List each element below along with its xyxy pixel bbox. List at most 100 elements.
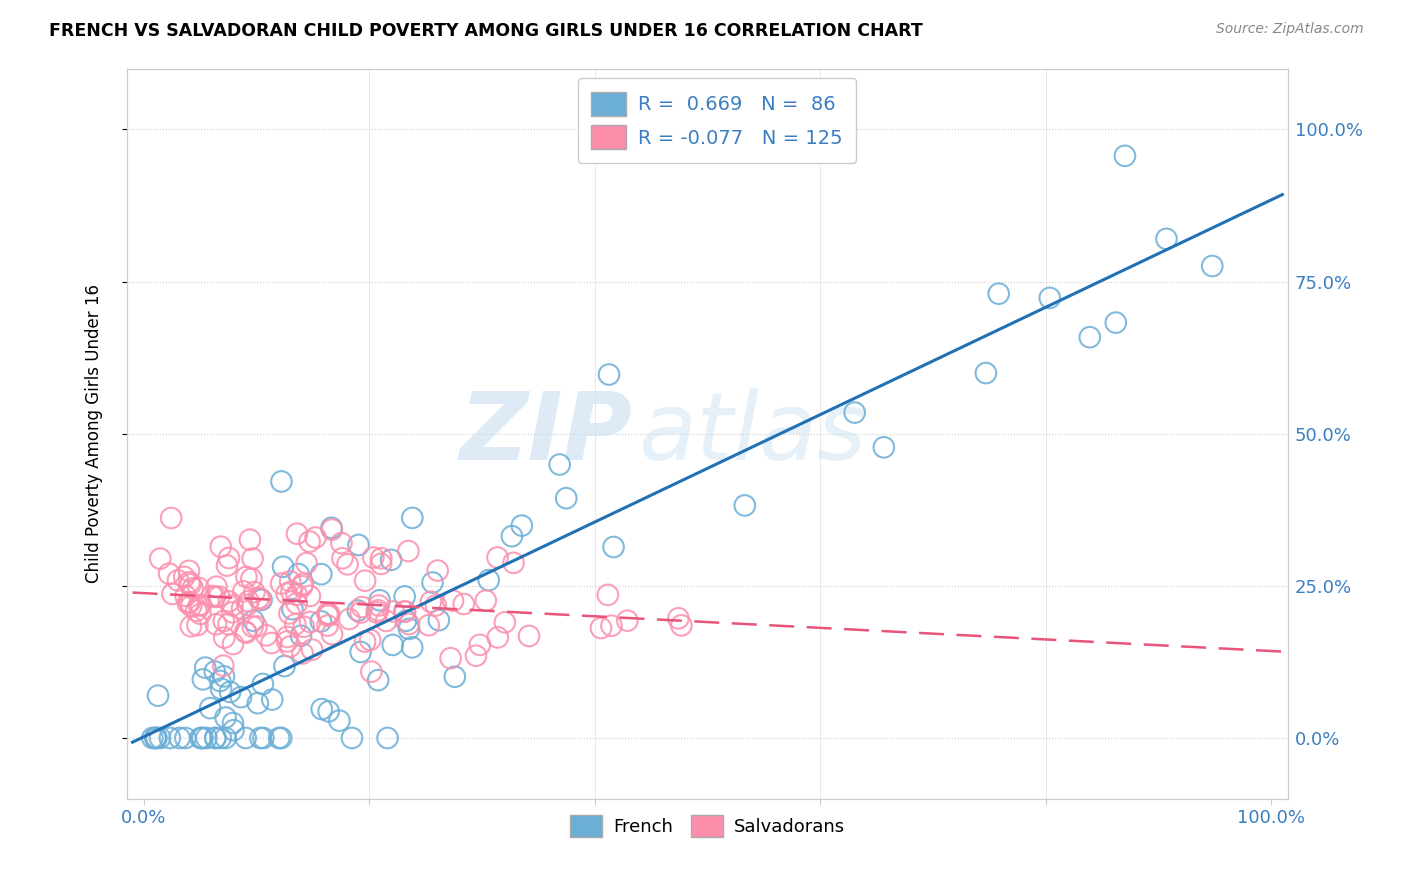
Point	[219, 685, 242, 699]
Point	[873, 440, 896, 454]
Point	[281, 602, 304, 616]
Point	[209, 731, 232, 745]
Point	[1039, 291, 1062, 305]
Point	[285, 597, 308, 611]
Point	[187, 599, 209, 613]
Point	[149, 551, 172, 566]
Point	[167, 574, 190, 588]
Y-axis label: Child Poverty Among Girls Under 16: Child Poverty Among Girls Under 16	[86, 285, 103, 583]
Point	[254, 628, 277, 642]
Point	[380, 553, 402, 567]
Point	[174, 589, 197, 603]
Point	[494, 615, 516, 630]
Point	[291, 646, 314, 660]
Point	[159, 731, 181, 745]
Point	[194, 660, 217, 674]
Point	[186, 618, 208, 632]
Point	[180, 577, 202, 591]
Point	[181, 582, 204, 596]
Point	[235, 570, 257, 584]
Point	[208, 590, 231, 604]
Point	[299, 615, 322, 629]
Point	[187, 581, 209, 595]
Point	[316, 607, 339, 621]
Point	[218, 551, 240, 566]
Point	[974, 366, 997, 380]
Point	[367, 673, 389, 687]
Point	[311, 702, 333, 716]
Point	[292, 620, 315, 634]
Point	[276, 587, 298, 601]
Point	[501, 529, 523, 543]
Point	[589, 621, 612, 635]
Point	[367, 603, 389, 617]
Point	[278, 640, 301, 654]
Point	[311, 567, 333, 582]
Point	[350, 600, 373, 615]
Point	[242, 614, 264, 628]
Point	[298, 589, 321, 603]
Point	[1078, 330, 1101, 344]
Point	[231, 601, 253, 615]
Point	[368, 593, 391, 607]
Point	[354, 634, 377, 648]
Point	[359, 632, 381, 647]
Point	[249, 592, 271, 607]
Point	[316, 608, 339, 623]
Point	[236, 598, 259, 612]
Point	[441, 593, 464, 607]
Text: ZIP: ZIP	[460, 388, 631, 480]
Point	[468, 638, 491, 652]
Point	[243, 585, 266, 599]
Point	[401, 640, 423, 655]
Point	[398, 622, 420, 636]
Point	[465, 648, 488, 663]
Point	[600, 618, 623, 632]
Point	[273, 659, 295, 673]
Point	[190, 731, 212, 745]
Point	[157, 566, 180, 581]
Point	[141, 731, 163, 745]
Point	[298, 534, 321, 549]
Point	[215, 558, 238, 573]
Point	[287, 567, 309, 582]
Point	[398, 617, 420, 632]
Point	[212, 669, 235, 683]
Point	[276, 634, 298, 648]
Point	[285, 526, 308, 541]
Point	[336, 558, 359, 572]
Point	[235, 731, 257, 745]
Point	[366, 605, 388, 619]
Point	[195, 731, 218, 745]
Point	[145, 731, 167, 745]
Point	[247, 591, 270, 605]
Point	[517, 629, 540, 643]
Point	[555, 491, 578, 506]
Point	[290, 629, 312, 643]
Point	[180, 619, 202, 633]
Point	[295, 556, 318, 570]
Point	[235, 625, 257, 640]
Point	[347, 603, 370, 617]
Text: atlas: atlas	[638, 388, 866, 479]
Point	[486, 631, 509, 645]
Point	[425, 599, 447, 613]
Point	[238, 594, 260, 608]
Point	[179, 575, 201, 590]
Point	[419, 595, 441, 609]
Point	[214, 710, 236, 724]
Point	[145, 731, 167, 745]
Point	[347, 538, 370, 552]
Point	[548, 458, 571, 472]
Text: Source: ZipAtlas.com: Source: ZipAtlas.com	[1216, 22, 1364, 37]
Point	[242, 619, 264, 633]
Point	[260, 636, 283, 650]
Point	[245, 619, 267, 633]
Point	[395, 614, 418, 628]
Point	[328, 714, 350, 728]
Point	[191, 673, 214, 687]
Point	[291, 579, 314, 593]
Point	[332, 551, 354, 566]
Legend: French, Salvadorans: French, Salvadorans	[562, 808, 852, 845]
Point	[401, 511, 423, 525]
